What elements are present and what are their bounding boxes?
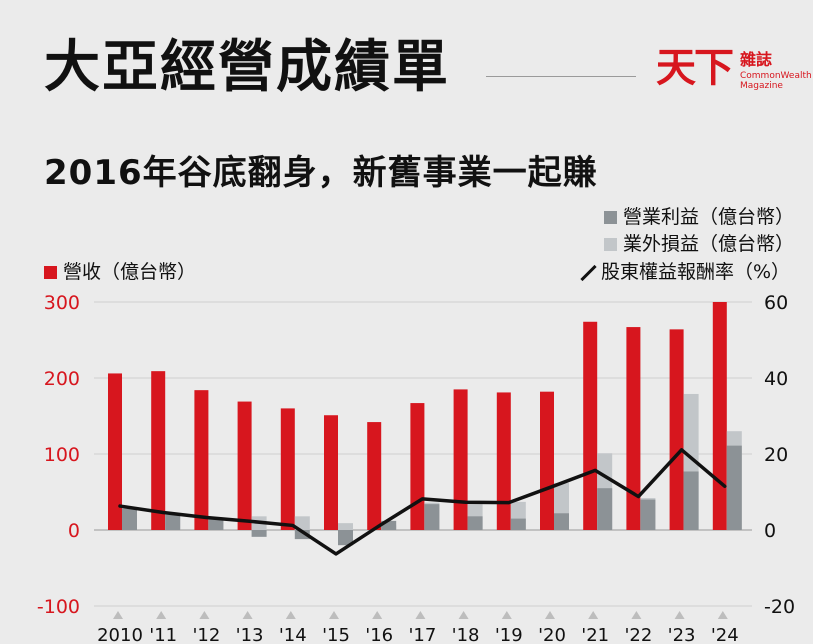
legend-roe: 股東權益報酬率（%） <box>580 263 790 282</box>
logo-english-line-2: Magazine <box>740 80 783 91</box>
operating-profit-bar <box>251 530 267 537</box>
x-tick-label: 2010 <box>97 625 143 644</box>
operating-profit-bar <box>294 530 310 540</box>
revenue-bar <box>194 390 209 530</box>
legend-label-operating-profit: 營業利益（億台幣） <box>623 206 795 228</box>
legend-label-roe: 股東權益報酬率（%） <box>601 261 791 283</box>
x-tick-label: '12 <box>192 625 220 644</box>
operating-profit-bar <box>122 508 137 530</box>
left-axis-tick-label: 100 <box>44 444 80 466</box>
revenue-bar <box>324 415 338 530</box>
operating-profit-bar <box>640 499 656 530</box>
chart-title: 大亞經營成績單 <box>44 35 450 100</box>
category-marker <box>329 611 339 619</box>
non-operating-bar <box>294 516 310 530</box>
right-axis-tick-label: 60 <box>764 292 788 314</box>
x-tick-label: '13 <box>236 625 264 644</box>
legend-label-revenue: 營收（億台幣） <box>63 261 197 283</box>
legend-swatch-non-operating <box>604 238 617 251</box>
magazine-logo: 天下 <box>656 44 734 91</box>
legend-swatch-revenue <box>44 266 57 279</box>
revenue-bar <box>367 422 382 530</box>
category-marker <box>113 611 123 619</box>
operating-profit-bar <box>683 471 699 530</box>
x-tick-label: '11 <box>149 625 177 644</box>
revenue-bar <box>712 302 727 530</box>
title-divider <box>486 76 636 77</box>
revenue-bar <box>108 373 122 530</box>
operating-profit-bar <box>381 520 397 530</box>
operating-profit-bar <box>165 514 181 530</box>
category-marker <box>674 611 685 619</box>
revenue-bar <box>540 391 554 530</box>
magazine-logo-sub: 雜誌 <box>740 50 773 69</box>
right-axis-tick-label: -20 <box>764 596 795 618</box>
revenue-bar <box>496 392 511 530</box>
operating-profit-bar <box>510 518 526 530</box>
operating-profit-bar <box>208 518 224 530</box>
legend-label-non-operating: 業外損益（億台幣） <box>623 233 795 255</box>
x-tick-label: '21 <box>581 625 609 644</box>
left-axis-tick-label: 200 <box>44 368 80 390</box>
x-tick-label: '18 <box>452 625 480 644</box>
category-marker <box>156 611 167 619</box>
left-axis-tick-label: -100 <box>37 596 80 618</box>
revenue-bar <box>453 389 468 530</box>
operating-profit-bar <box>554 513 569 530</box>
category-marker <box>415 611 426 619</box>
x-tick-label: '16 <box>365 625 393 644</box>
right-axis-tick-label: 40 <box>764 368 788 390</box>
right-axis-tick-label: 20 <box>764 444 788 466</box>
non-operating-bar <box>338 523 353 530</box>
revenue-bar <box>669 329 684 530</box>
category-marker <box>631 611 642 619</box>
x-tick-label: '20 <box>538 625 566 644</box>
x-tick-label: '24 <box>711 625 739 644</box>
left-axis-tick-label: 0 <box>68 520 80 542</box>
category-marker <box>372 611 383 619</box>
revenue-bar <box>626 327 641 530</box>
legend-non-operating: 業外損益（億台幣） <box>604 235 794 254</box>
category-marker <box>458 611 469 619</box>
revenue-bar <box>583 321 598 530</box>
logo-english-line-1: CommonWealth <box>740 71 812 81</box>
category-marker <box>285 611 296 619</box>
category-marker <box>717 611 728 619</box>
x-tick-label: '17 <box>408 625 436 644</box>
category-marker <box>199 611 210 619</box>
x-tick-label: '22 <box>624 625 652 644</box>
left-axis-tick-label: 300 <box>44 292 80 314</box>
operating-profit-bar <box>338 530 353 546</box>
x-tick-label: '23 <box>668 625 696 644</box>
operating-profit-bar <box>597 488 613 530</box>
revenue-bar <box>280 408 295 530</box>
category-marker <box>242 611 253 619</box>
legend-operating-profit: 營業利益（億台幣） <box>604 208 794 227</box>
x-tick-label: '15 <box>322 625 350 644</box>
revenue-bar <box>151 371 166 530</box>
operating-profit-bar <box>467 516 483 530</box>
legend-swatch-operating-profit <box>604 211 617 224</box>
x-tick-label: '19 <box>495 625 523 644</box>
magazine-logo-english: CommonWealth Magazine <box>740 71 812 92</box>
operating-profit-bar <box>424 504 440 530</box>
revenue-bar <box>410 403 425 530</box>
operating-profit-bar <box>726 445 742 530</box>
category-marker <box>545 611 555 619</box>
chart-subtitle: 2016年谷底翻身，新舊事業一起賺 <box>44 153 598 193</box>
right-axis-tick-label: 0 <box>764 520 776 542</box>
legend-revenue: 營收（億台幣） <box>44 263 196 282</box>
x-tick-label: '14 <box>279 625 307 644</box>
revenue-bar <box>237 401 252 530</box>
category-marker <box>588 611 599 619</box>
category-marker <box>501 611 512 619</box>
